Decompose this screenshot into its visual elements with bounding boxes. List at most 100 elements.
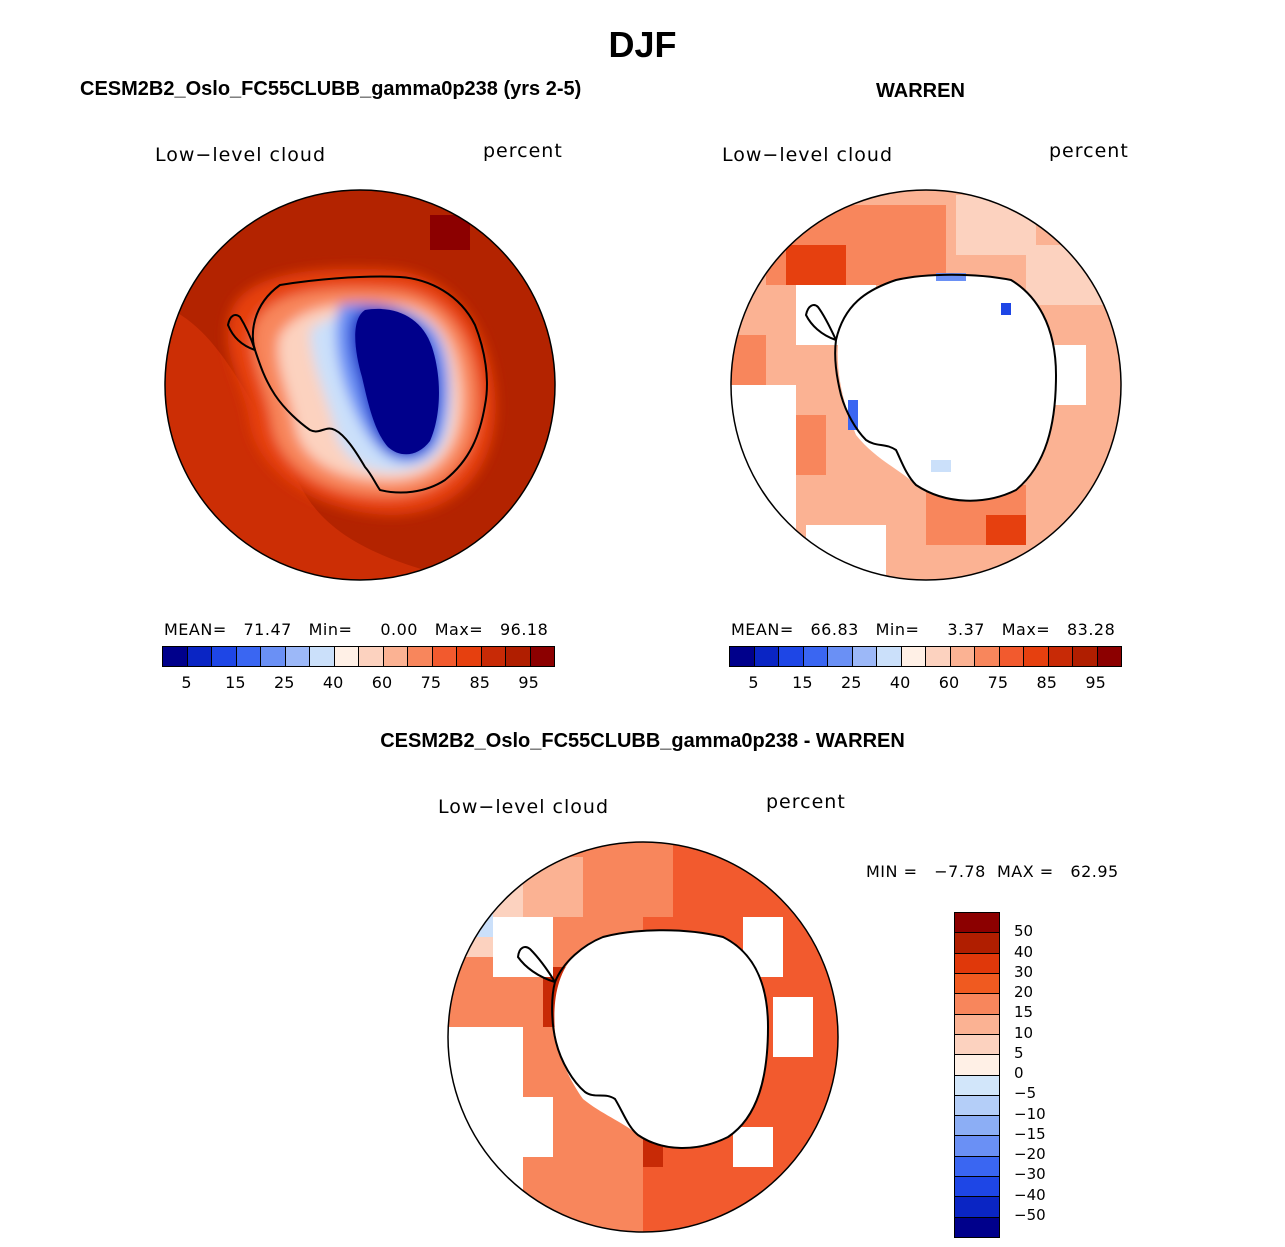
model-colorbar-box <box>506 647 531 666</box>
obs-colorbar-box <box>852 647 877 666</box>
obs-colorbar-box <box>779 647 804 666</box>
model-units-label: percent <box>483 140 563 162</box>
obs-antarctica-coast <box>834 273 1058 502</box>
model-map <box>164 189 556 581</box>
obs-colorbar-box <box>730 647 755 666</box>
obs-colorbar-ticks: 5 15 25 40 60 75 85 95 <box>729 673 1120 693</box>
model-colorbar-box <box>163 647 188 666</box>
diff-colorbar-tick-label: 5 <box>1014 1043 1024 1062</box>
diff-colorbar-tick-label: −15 <box>1014 1124 1046 1143</box>
model-colorbar-box <box>285 647 310 666</box>
diff-max-label: MAX = <box>996 862 1054 881</box>
model-stats: MEAN= 71.47 Min= 0.00 Max= 96.18 <box>164 620 548 639</box>
diff-variable-label: Low−level cloud <box>438 796 610 818</box>
obs-map <box>730 189 1122 581</box>
diff-map-border <box>447 841 839 1233</box>
diff-field-negative-patch <box>453 897 493 937</box>
model-colorbar-box <box>359 647 384 666</box>
diff-colorbar-box <box>955 994 999 1015</box>
obs-colorbar-tick-label: 75 <box>987 673 1008 692</box>
obs-colorbar-box <box>999 647 1024 666</box>
diff-colorbar-box <box>955 1217 999 1237</box>
obs-colorbar-box <box>1024 647 1049 666</box>
diff-colorbar-box <box>955 1156 999 1178</box>
diff-panel-title: CESM2B2_Oslo_FC55CLUBB_gamma0p238 - WARR… <box>380 730 905 752</box>
diff-colorbar-box <box>955 1177 999 1198</box>
diff-colorbar-box <box>955 1075 999 1096</box>
diff-field-missing-antarctica <box>554 930 768 1149</box>
diff-max-value: 62.95 <box>1070 862 1119 881</box>
model-panel-title: CESM2B2_Oslo_FC55CLUBB_gamma0p238 (yrs 2… <box>80 78 582 100</box>
model-mean-label: MEAN= <box>164 620 227 639</box>
model-max-label: Max= <box>434 620 484 639</box>
model-map-border <box>164 189 556 581</box>
diff-colorbar-box <box>955 1197 999 1218</box>
obs-min-label: Min= <box>875 620 920 639</box>
diff-field-missing-west <box>448 1027 523 1232</box>
diff-colorbar-box <box>955 933 999 954</box>
model-peninsula-coast <box>226 314 256 351</box>
obs-peninsula-coast <box>804 304 837 341</box>
obs-units-label: percent <box>1049 140 1129 162</box>
diff-colorbar-tick-label: −5 <box>1014 1084 1037 1103</box>
diff-colorbar-tick-label: −30 <box>1014 1165 1046 1184</box>
diff-antarctica-coast <box>551 929 770 1149</box>
obs-colorbar-box <box>975 647 1000 666</box>
diff-colorbar-tick-label: 10 <box>1014 1023 1034 1042</box>
obs-colorbar-box <box>926 647 951 666</box>
model-colorbar-box <box>530 647 554 666</box>
obs-colorbar-tick-label: 60 <box>938 673 960 692</box>
model-colorbar-box <box>236 647 261 666</box>
diff-colorbar-box <box>955 1014 999 1035</box>
obs-min-value: 3.37 <box>947 620 985 639</box>
model-colorbar-tick-label: 75 <box>420 673 441 692</box>
diff-colorbar-tick-label: 20 <box>1014 983 1034 1001</box>
obs-colorbar-box <box>828 647 853 666</box>
model-antarctica-coast <box>251 275 488 494</box>
obs-map-border <box>730 189 1122 581</box>
diff-colorbar-box <box>955 1034 999 1056</box>
model-colorbar-box <box>432 647 457 666</box>
obs-field-missing-west <box>731 385 796 580</box>
diff-map <box>447 841 839 1233</box>
model-colorbar-box <box>187 647 212 666</box>
obs-colorbar-tick-label: 5 <box>748 673 759 692</box>
diff-colorbar-tick-label: −40 <box>1014 1185 1046 1204</box>
obs-colorbar-tick-label: 95 <box>1085 673 1106 692</box>
obs-variable-label: Low−level cloud <box>722 144 894 166</box>
obs-stats: MEAN= 66.83 Min= 3.37 Max= 83.28 <box>731 620 1115 639</box>
model-colorbar-box <box>481 647 506 666</box>
page-title: DJF <box>608 24 677 65</box>
model-field-min-patch <box>355 308 439 455</box>
model-colorbar-box <box>383 647 408 666</box>
obs-colorbar-tick-label: 85 <box>1036 673 1057 692</box>
diff-colorbar-tick-label: −20 <box>1014 1145 1046 1163</box>
model-max-value: 96.18 <box>499 620 549 639</box>
diff-colorbar-box <box>955 1095 999 1117</box>
model-colorbar-tick-label: 40 <box>322 673 344 692</box>
diff-colorbar-box <box>955 1136 999 1157</box>
obs-panel-title: WARREN <box>876 80 965 102</box>
obs-mean-label: MEAN= <box>731 620 794 639</box>
obs-colorbar-box <box>1097 647 1121 666</box>
obs-mean-value: 66.83 <box>810 620 859 639</box>
model-mean-value: 71.47 <box>243 620 292 639</box>
diff-colorbar-tick-label: 0 <box>1014 1064 1024 1082</box>
diff-colorbar-tick-label: −10 <box>1014 1104 1046 1123</box>
obs-colorbar-box <box>1073 647 1098 666</box>
diff-min-value: −7.78 <box>934 862 986 881</box>
diff-colorbar-ticks: 50 40 30 20 15 10 5 0 −5 −10 −15 −20 −30 −40 −50 <box>1014 912 1074 1236</box>
model-colorbar-tick-label: 15 <box>225 673 246 692</box>
model-colorbar-ticks: 5 15 25 40 60 75 85 95 <box>162 673 553 693</box>
model-colorbar-tick-label: 25 <box>274 673 295 692</box>
model-field-band <box>165 305 480 580</box>
diff-colorbar-tick-label: 15 <box>1014 1003 1034 1022</box>
diff-colorbar-tick-label: 50 <box>1014 922 1034 941</box>
obs-colorbar-box <box>877 647 902 666</box>
model-colorbar-tick-label: 95 <box>518 673 539 692</box>
obs-colorbar-tick-label: 15 <box>792 673 813 692</box>
obs-colorbar-box <box>803 647 828 666</box>
diff-colorbar-box <box>955 1055 999 1076</box>
obs-colorbar-tick-label: 40 <box>889 673 911 692</box>
model-variable-label: Low−level cloud <box>155 144 327 166</box>
